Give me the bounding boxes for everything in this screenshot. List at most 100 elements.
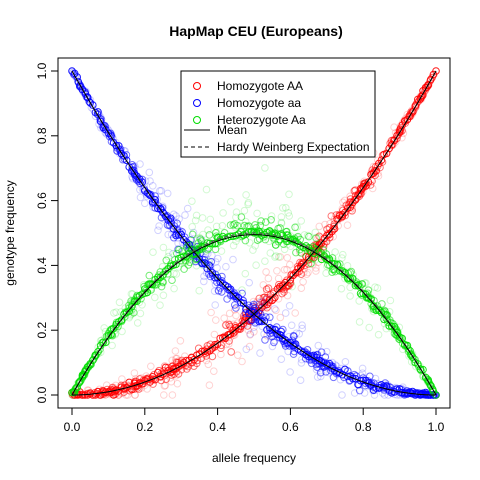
- data-point: [253, 236, 262, 244]
- data-point: [388, 322, 396, 331]
- data-point: [234, 324, 243, 333]
- data-point: [273, 330, 282, 339]
- data-point: [107, 131, 115, 139]
- data-point: [351, 281, 360, 290]
- data-point: [346, 274, 355, 283]
- data-point: [368, 304, 376, 313]
- data-point: [175, 246, 183, 254]
- data-point: [257, 217, 265, 225]
- data-point: [261, 164, 269, 172]
- x-axis: 0.0 0.2 0.4 0.6 0.8 1.0: [64, 407, 445, 434]
- data-point: [322, 368, 330, 376]
- data-point: [229, 241, 238, 250]
- data-point: [411, 102, 420, 110]
- y-axis-label: genotype frequency: [3, 180, 17, 285]
- data-point: [124, 391, 132, 399]
- data-point: [360, 389, 369, 397]
- data-point: [285, 212, 294, 220]
- data-point: [244, 200, 252, 209]
- data-point: [136, 186, 144, 194]
- data-point: [212, 228, 221, 237]
- data-point: [202, 356, 211, 365]
- mean-curve-2: [71, 234, 437, 396]
- data-point: [173, 219, 181, 228]
- data-point: [406, 112, 414, 121]
- data-point: [348, 207, 356, 215]
- data-point: [122, 156, 131, 165]
- data-point: [410, 355, 418, 363]
- data-point: [136, 309, 145, 318]
- data-point: [263, 295, 272, 304]
- data-point: [212, 258, 220, 266]
- data-point: [252, 261, 260, 270]
- data-point: [198, 259, 206, 268]
- data-point: [213, 272, 221, 280]
- data-point: [341, 358, 350, 366]
- data-point: [204, 257, 213, 266]
- data-point: [125, 163, 133, 171]
- data-point: [136, 160, 144, 168]
- data-point: [321, 254, 330, 262]
- data-point: [412, 100, 420, 109]
- data-point: [297, 217, 306, 225]
- legend-label-aa: Homozygote aa: [217, 96, 301, 110]
- data-point: [317, 348, 326, 357]
- data-point: [259, 302, 268, 311]
- data-point: [231, 223, 240, 232]
- data-point: [226, 330, 235, 338]
- data-point: [258, 298, 267, 306]
- data-point: [161, 381, 170, 390]
- legend-label-hwe: Hardy Weinberg Expectation: [217, 140, 370, 154]
- data-point: [343, 372, 352, 381]
- data-point: [264, 274, 273, 283]
- data-point: [136, 375, 144, 383]
- data-point: [282, 204, 290, 212]
- data-point: [373, 284, 382, 292]
- data-point: [237, 213, 246, 221]
- data-point: [192, 251, 200, 259]
- legend-label-mean: Mean: [217, 123, 247, 137]
- data-point: [305, 356, 314, 364]
- data-point: [157, 282, 166, 291]
- data-point: [156, 273, 165, 282]
- data-point: [238, 289, 246, 298]
- data-point: [224, 319, 233, 328]
- data-point: [388, 140, 396, 149]
- x-tick-label: 0.6: [282, 420, 299, 434]
- data-point: [183, 256, 192, 265]
- data-point: [364, 178, 373, 186]
- data-point: [193, 246, 201, 254]
- data-point: [246, 330, 255, 338]
- data-point: [211, 301, 219, 309]
- data-point: [174, 263, 183, 271]
- data-point: [141, 199, 149, 208]
- data-point: [289, 271, 297, 280]
- data-point: [287, 321, 296, 330]
- data-point: [279, 204, 287, 212]
- legend-marker-aa: [193, 99, 201, 107]
- data-point: [312, 234, 320, 242]
- data-point: [350, 370, 359, 379]
- data-point: [253, 209, 261, 218]
- data-point: [273, 267, 281, 275]
- hwe-curve-2: [71, 232, 437, 396]
- data-point: [78, 371, 87, 380]
- data-point: [120, 152, 128, 160]
- data-point: [133, 319, 142, 327]
- data-point: [297, 263, 305, 271]
- data-point: [227, 348, 235, 356]
- data-point: [378, 300, 386, 308]
- data-point: [173, 354, 181, 363]
- data-point: [160, 382, 169, 390]
- data-point: [258, 317, 266, 326]
- data-point: [371, 283, 379, 292]
- data-point: [300, 231, 309, 239]
- data-point: [255, 294, 264, 303]
- data-point: [385, 144, 394, 153]
- data-point: [164, 230, 172, 239]
- data-point: [297, 284, 306, 293]
- data-point: [186, 258, 194, 267]
- data-point: [370, 391, 379, 399]
- data-point: [354, 380, 362, 389]
- data-point: [349, 374, 357, 383]
